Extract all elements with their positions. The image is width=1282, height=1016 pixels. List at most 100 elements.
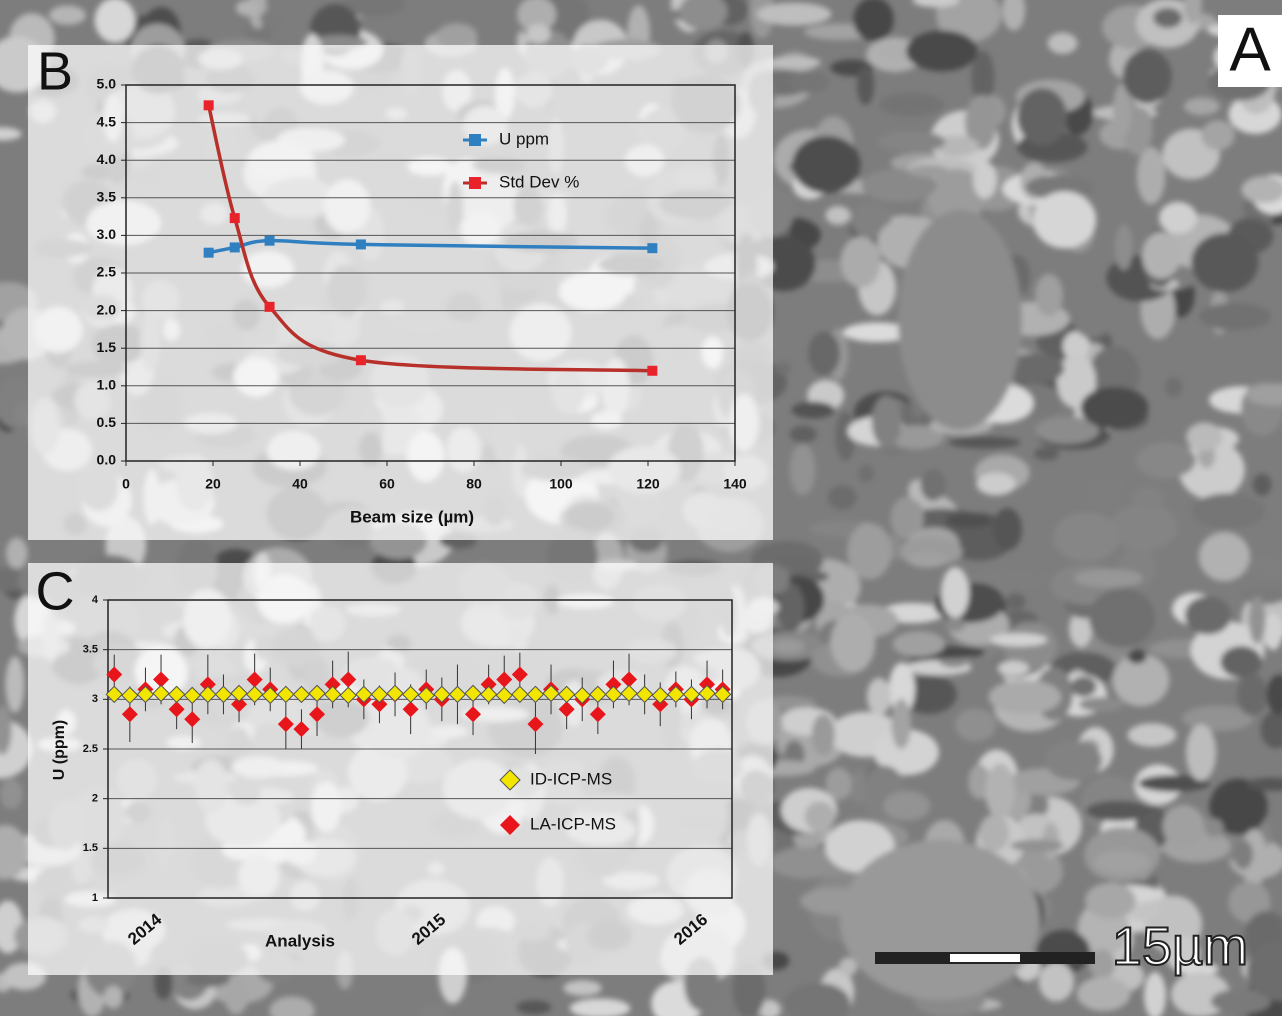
- grain: [260, 10, 283, 28]
- grain: [1136, 442, 1195, 478]
- grain: [1237, 674, 1268, 716]
- grain: [808, 332, 840, 376]
- y-tick-label: 3.5: [83, 644, 98, 656]
- grain: [790, 444, 816, 495]
- grain: [236, 0, 260, 16]
- grain: [6, 537, 27, 568]
- grain: [0, 779, 22, 809]
- grain: [941, 567, 969, 618]
- point: [265, 236, 275, 246]
- grain: [1128, 650, 1147, 664]
- grain: [985, 764, 1015, 819]
- y-tick-label: 4.0: [97, 151, 117, 167]
- x-axis-title: Beam size (µm): [350, 507, 474, 526]
- grain: [1045, 741, 1102, 781]
- grain: [955, 708, 996, 741]
- grain: [1220, 646, 1262, 678]
- legend-marker: [469, 134, 481, 146]
- grain: [1192, 493, 1266, 528]
- grain: [1085, 883, 1136, 919]
- grain: [908, 552, 948, 567]
- grain: [1039, 962, 1074, 1002]
- grain: [1033, 191, 1096, 248]
- grain: [1137, 147, 1166, 204]
- y-tick-label: 1.0: [97, 377, 117, 393]
- grain: [858, 464, 874, 482]
- grain: [1134, 487, 1165, 509]
- legend-label: U ppm: [499, 129, 549, 148]
- point: [230, 213, 240, 223]
- grain: [104, 986, 123, 1009]
- grain: [1081, 387, 1149, 429]
- panel-c: [28, 563, 773, 975]
- y-tick-label: 0.5: [97, 414, 117, 430]
- y-tick-label: 1.5: [97, 339, 117, 355]
- grain: [1077, 977, 1131, 1011]
- grain: [791, 402, 834, 419]
- grain: [867, 678, 891, 715]
- grain: [1184, 98, 1220, 116]
- point: [230, 242, 240, 252]
- grain: [993, 508, 1022, 551]
- grain: [949, 436, 1021, 448]
- grain: [1201, 120, 1235, 150]
- y-tick-label: 2.5: [83, 743, 98, 755]
- point: [356, 355, 366, 365]
- grain: [1086, 801, 1151, 821]
- grain: [1199, 532, 1250, 581]
- point: [356, 239, 366, 249]
- y-tick-label: 4.5: [97, 113, 117, 129]
- grain: [1089, 589, 1155, 648]
- y-tick-label: 3.0: [97, 226, 117, 242]
- grain: [972, 571, 1047, 586]
- grain: [831, 614, 876, 672]
- grain: [771, 639, 804, 654]
- grain: [878, 131, 946, 152]
- figure: A 15µm B0.00.51.01.52.02.53.03.54.04.55.…: [0, 0, 1282, 1016]
- grain: [49, 5, 86, 24]
- grain: [1083, 474, 1126, 515]
- x-tick-label: 40: [292, 476, 308, 492]
- grain: [1233, 840, 1252, 869]
- grain: [1115, 224, 1133, 270]
- grain: [757, 3, 832, 26]
- grain: [893, 631, 946, 656]
- grain: [1191, 233, 1258, 292]
- grain: [812, 714, 835, 756]
- grain: [1079, 697, 1124, 711]
- grain: [1094, 850, 1150, 874]
- grain: [945, 617, 965, 631]
- grain: [1186, 423, 1222, 452]
- grain: [1010, 839, 1064, 851]
- y-tick-label: 2.5: [97, 264, 117, 280]
- grain: [805, 802, 836, 832]
- legend-label: LA-ICP-MS: [530, 814, 616, 833]
- grain: [945, 513, 992, 528]
- point: [647, 366, 657, 376]
- grain: [1162, 805, 1204, 848]
- grain: [891, 699, 911, 749]
- y-axis-title: U (ppm): [51, 720, 68, 780]
- grain: [768, 56, 820, 69]
- y-tick-label: 2.0: [97, 301, 117, 317]
- grain: [1035, 274, 1063, 316]
- grain: [879, 93, 944, 117]
- grain: [1142, 232, 1180, 279]
- grain: [1165, 377, 1182, 398]
- grain: [224, 977, 248, 1015]
- y-tick-label: 3: [92, 693, 98, 705]
- grain: [1205, 818, 1224, 837]
- grain: [883, 791, 930, 821]
- point: [204, 248, 214, 258]
- y-tick-label: 5.0: [97, 76, 117, 92]
- grain: [847, 523, 892, 579]
- x-tick-label: 0: [122, 476, 130, 492]
- point: [204, 100, 214, 110]
- grain: [906, 31, 977, 72]
- panel-label: B: [37, 41, 73, 101]
- panel-label: A: [1229, 15, 1271, 84]
- grain: [1110, 504, 1178, 550]
- grain: [563, 980, 601, 995]
- legend-label: ID-ICP-MS: [530, 769, 612, 788]
- grain: [517, 1000, 552, 1014]
